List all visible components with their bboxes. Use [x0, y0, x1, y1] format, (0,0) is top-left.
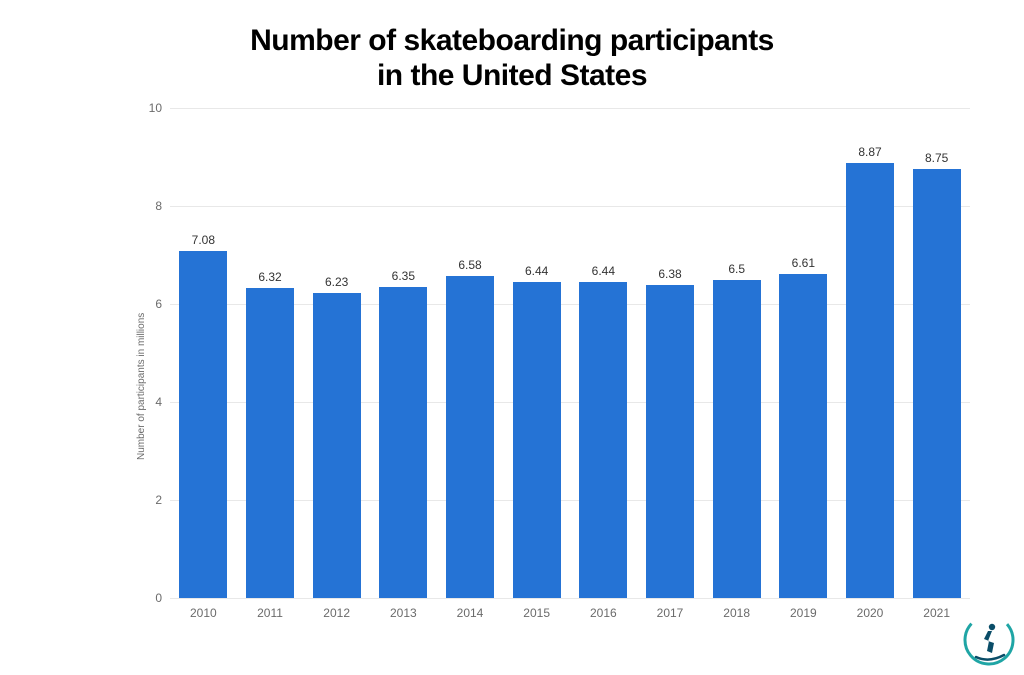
bar-value-label: 8.75	[925, 151, 948, 165]
chart-container: Number of skateboarding participants in …	[0, 0, 1024, 675]
bar	[246, 288, 294, 598]
bar-value-label: 6.5	[728, 262, 745, 276]
y-tick-label: 10	[122, 101, 162, 115]
bar-value-label: 8.87	[858, 145, 881, 159]
bars-group: 7.08 6.32 6.23 6.35 6.58 6.44 6.44 6.38 6.5 6.61 8…	[170, 108, 970, 598]
bar	[579, 282, 627, 598]
chart-plot: 7.08 6.32 6.23 6.35 6.58 6.44 6.44 6.38 6.5 6.61 8…	[170, 108, 970, 618]
x-tick-label: 2020	[857, 606, 884, 620]
x-tick-label: 2018	[723, 606, 750, 620]
x-tick-label: 2017	[657, 606, 684, 620]
y-tick-label: 8	[122, 199, 162, 213]
y-tick-label: 4	[122, 395, 162, 409]
y-tick-label: 2	[122, 493, 162, 507]
x-tick-label: 2021	[923, 606, 950, 620]
gridline	[170, 598, 970, 599]
bar	[713, 280, 761, 599]
bar	[913, 169, 961, 598]
title-line-1: Number of skateboarding participants	[250, 24, 774, 57]
x-tick-label: 2013	[390, 606, 417, 620]
bar	[779, 274, 827, 598]
title-line-2: in the United States	[377, 59, 647, 92]
y-tick-label: 0	[122, 591, 162, 605]
bar-value-label: 6.44	[525, 264, 548, 278]
x-tick-label: 2010	[190, 606, 217, 620]
bar-value-label: 6.61	[792, 256, 815, 270]
bar-value-label: 6.23	[325, 275, 348, 289]
bar	[513, 282, 561, 598]
chart-title: Number of skateboarding participants in …	[0, 0, 1024, 93]
x-tick-label: 2015	[523, 606, 550, 620]
x-tick-label: 2011	[257, 606, 283, 620]
bar	[313, 293, 361, 598]
x-tick-label: 2016	[590, 606, 617, 620]
plot-area: 7.08 6.32 6.23 6.35 6.58 6.44 6.44 6.38 6.5 6.61 8…	[170, 108, 970, 598]
bar-value-label: 6.38	[658, 267, 681, 281]
bar	[646, 285, 694, 598]
x-tick-label: 2014	[457, 606, 484, 620]
x-tick-label: 2019	[790, 606, 817, 620]
bar-value-label: 6.35	[392, 269, 415, 283]
brand-logo	[962, 613, 1016, 667]
bar-value-label: 6.44	[592, 264, 615, 278]
bar	[846, 163, 894, 598]
bar-value-label: 7.08	[192, 233, 215, 247]
bar-value-label: 6.58	[458, 258, 481, 272]
bar	[179, 251, 227, 598]
y-axis-label: Number of participants in millions	[136, 313, 147, 460]
y-tick-label: 6	[122, 297, 162, 311]
x-tick-label: 2012	[323, 606, 350, 620]
bar-value-label: 6.32	[258, 270, 281, 284]
bar	[446, 276, 494, 598]
bar	[379, 287, 427, 598]
